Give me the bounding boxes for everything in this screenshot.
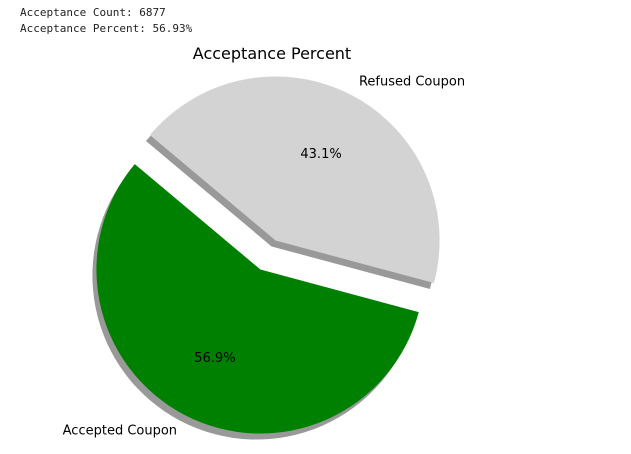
pie-pct-label-accepted-coupon: 56.9% bbox=[194, 351, 235, 366]
cell-output: Acceptance Count: 6877 Acceptance Percen… bbox=[20, 5, 192, 37]
pie-pct-label-refused-coupon: 43.1% bbox=[300, 147, 341, 162]
pie-category-label-accepted-coupon: Accepted Coupon bbox=[63, 424, 177, 439]
acceptance-count-text: Acceptance Count: 6877 bbox=[20, 6, 166, 19]
chart-title: Acceptance Percent bbox=[193, 44, 351, 63]
pie-slice-accepted-coupon bbox=[96, 164, 419, 434]
pie-slice-layer bbox=[96, 76, 440, 434]
pie-slice-refused-coupon bbox=[149, 76, 440, 284]
pie-category-label-refused-coupon: Refused Coupon bbox=[359, 74, 465, 89]
acceptance-percent-text: Acceptance Percent: 56.93% bbox=[20, 22, 193, 35]
pie-label-layer: 56.9% Accepted Coupon 43.1% Refused Coupon bbox=[63, 74, 465, 438]
